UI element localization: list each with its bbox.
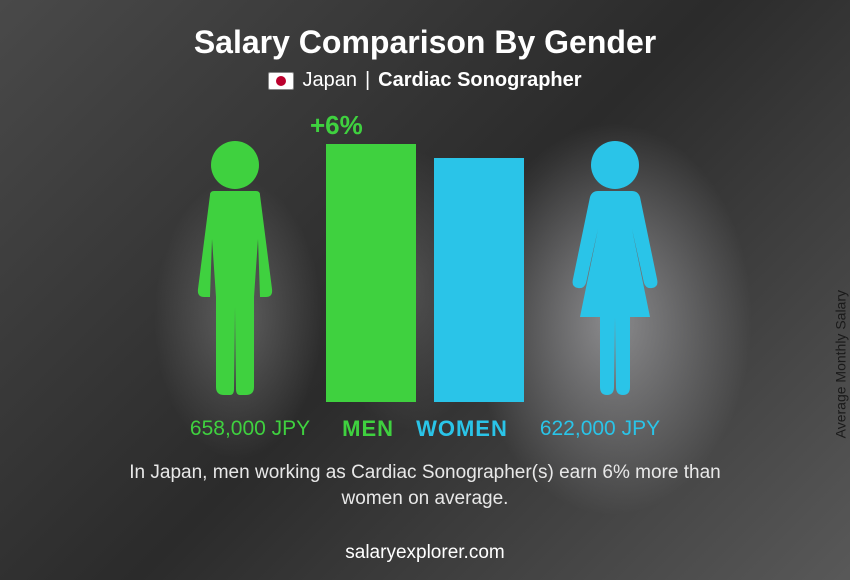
bar-men [326,144,416,402]
bars-group [326,144,524,402]
page-title: Salary Comparison By Gender [40,24,810,61]
japan-flag-icon [268,72,294,90]
role-label: Cardiac Sonographer [378,69,581,92]
country-label: Japan [302,69,357,92]
labels-row: 658,000 JPY MEN WOMEN 622,000 JPY [40,416,810,442]
summary-text: In Japan, men working as Cardiac Sonogra… [100,460,750,511]
pct-diff-label: +6% [310,110,363,141]
male-person-icon [180,139,290,402]
separator: | [365,69,370,92]
chart-area: +6% 658,000 JPY MEN WOMEN 622,000 JPY [40,110,810,450]
bar-women [434,158,524,402]
men-salary-value: 658,000 JPY [190,417,310,441]
men-label: MEN [342,416,394,442]
women-label: WOMEN [416,416,508,442]
footer-source: salaryexplorer.com [0,542,850,564]
subtitle-row: Japan | Cardiac Sonographer [40,69,810,92]
y-axis-label: Average Monthly Salary [832,290,848,438]
infographic-container: Salary Comparison By Gender Japan | Card… [0,0,850,580]
female-person-icon [560,139,670,402]
women-salary-value: 622,000 JPY [540,417,660,441]
